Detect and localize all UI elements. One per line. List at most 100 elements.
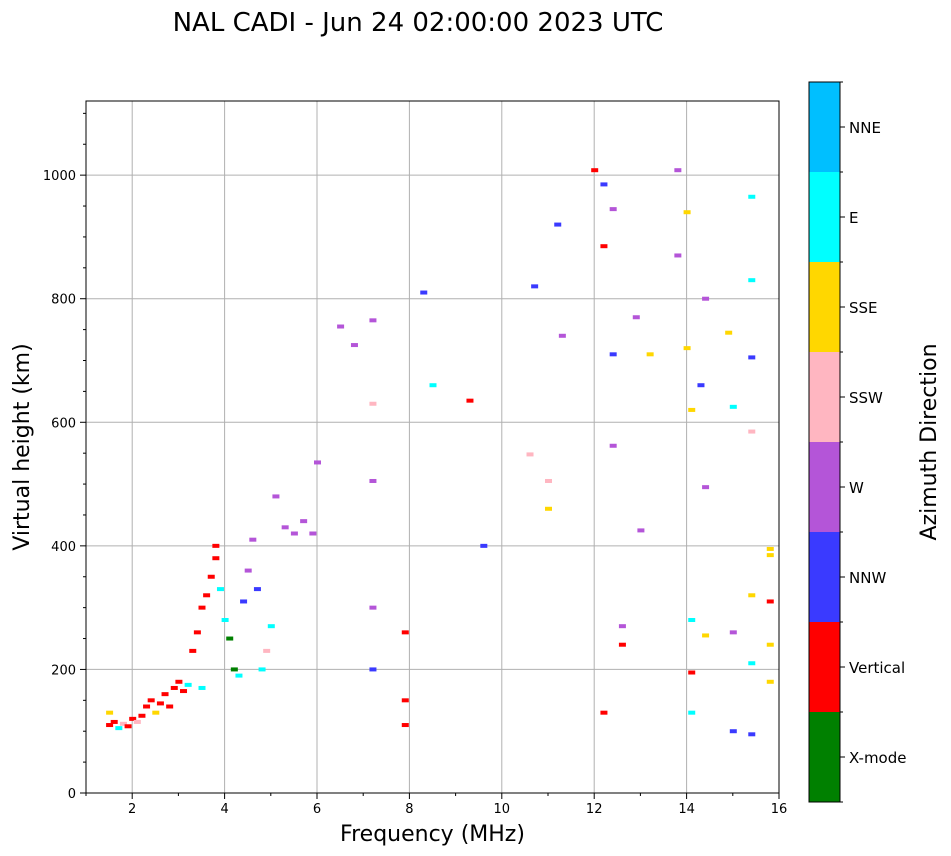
data-point [674, 168, 682, 173]
data-point [702, 296, 710, 301]
chart-title: NAL CADI - Jun 24 02:00:00 2023 UTC [173, 8, 664, 38]
data-point [729, 404, 737, 409]
grid-lines [86, 101, 779, 793]
data-point [212, 543, 220, 548]
data-point [203, 593, 211, 598]
data-point [147, 698, 155, 703]
data-point [281, 525, 289, 530]
data-point [748, 194, 756, 199]
data-point [198, 685, 206, 690]
data-point [618, 624, 626, 629]
data-point [748, 278, 756, 283]
data-point [189, 648, 197, 653]
data-point [600, 244, 608, 249]
data-point [600, 710, 608, 715]
data-point [429, 383, 437, 388]
y-tick-label: 1000 [43, 169, 76, 184]
data-point [226, 636, 234, 641]
data-point [766, 546, 774, 551]
data-point [420, 290, 428, 295]
data-point [545, 478, 552, 483]
data-point [766, 553, 774, 558]
colorbar-label: E [849, 209, 858, 227]
data-point [688, 670, 696, 675]
data-point [401, 723, 409, 728]
data-point [748, 355, 756, 360]
x-tick-label: 6 [313, 802, 321, 817]
data-point [138, 713, 146, 718]
data-point [369, 478, 377, 483]
data-point [106, 723, 114, 728]
data-point [554, 222, 562, 227]
colorbar-label: Vertical [849, 659, 905, 677]
data-point [212, 556, 220, 561]
data-point [558, 333, 566, 338]
data-point [591, 168, 599, 173]
x-tick-label: 12 [586, 802, 603, 817]
data-point [119, 721, 127, 726]
y-tick-label: 0 [68, 787, 76, 802]
data-point [337, 324, 345, 329]
data-point [748, 661, 756, 666]
data-point [180, 689, 188, 694]
data-point [766, 679, 774, 684]
data-point [350, 343, 358, 348]
data-point [106, 710, 114, 715]
colorbar-segment [809, 622, 840, 712]
colorbar-label: W [849, 479, 864, 497]
data-point [637, 528, 645, 533]
y-tick-label: 400 [51, 540, 76, 555]
data-point [646, 352, 654, 357]
data-point [249, 537, 257, 542]
x-axis-label: Frequency (MHz) [340, 822, 525, 847]
data-point [683, 346, 691, 351]
data-point [129, 716, 137, 721]
data-point [133, 719, 141, 724]
data-point [401, 698, 409, 703]
data-point [609, 443, 617, 448]
data-point [609, 352, 617, 357]
data-point [207, 574, 215, 579]
x-tick-label: 10 [494, 802, 511, 817]
data-point [267, 624, 275, 629]
colorbar-segment [809, 262, 840, 352]
colorbar-segment [809, 82, 840, 172]
data-point [688, 407, 696, 412]
data-point [309, 531, 317, 536]
x-tick-label: 16 [771, 802, 788, 817]
data-point [401, 630, 409, 635]
data-point [143, 704, 151, 709]
colorbar-label: X-mode [849, 749, 906, 767]
data-point [545, 506, 552, 511]
x-axis-ticks: 2 4 6 8 10 12 14 16 [85, 793, 788, 817]
data-point [748, 732, 756, 737]
data-point [253, 587, 261, 592]
data-point [688, 710, 696, 715]
x-tick-label: 14 [678, 802, 695, 817]
data-point [526, 452, 534, 457]
x-tick-label: 2 [128, 802, 136, 817]
data-point [369, 318, 377, 323]
y-tick-label: 200 [51, 663, 76, 678]
colorbar-segment [809, 442, 840, 532]
data-point [240, 599, 248, 604]
colorbar-segment [809, 532, 840, 622]
data-point [115, 726, 123, 731]
data-point [221, 618, 229, 622]
colorbar-frame [808, 81, 841, 803]
data-point [531, 284, 539, 289]
data-point [216, 587, 224, 592]
plot-frame [85, 100, 780, 794]
data-point [193, 630, 201, 635]
data-point [300, 519, 308, 524]
data-point [161, 692, 169, 697]
colorbar-label: NNE [849, 119, 881, 137]
x-tick-label: 8 [405, 802, 413, 817]
data-points [106, 168, 774, 737]
data-point [263, 648, 271, 653]
data-point [369, 401, 377, 406]
data-point [152, 710, 160, 715]
data-point [748, 593, 756, 598]
data-point [170, 685, 178, 690]
